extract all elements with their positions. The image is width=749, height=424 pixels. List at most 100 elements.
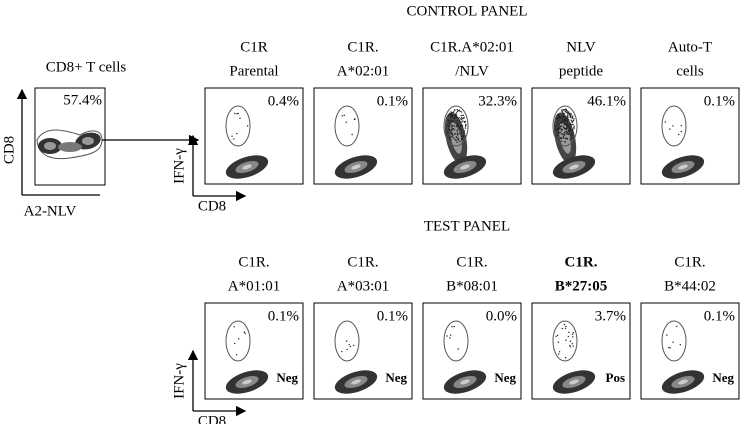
event-dot	[572, 336, 574, 338]
sample-label: /NLV	[455, 63, 489, 79]
event-dot	[560, 133, 563, 135]
event-dot	[448, 122, 451, 125]
event-dot	[672, 125, 674, 127]
gate	[443, 320, 469, 362]
event-dot	[573, 118, 575, 120]
percent: 0.4%	[268, 93, 299, 109]
event-dot	[451, 325, 453, 328]
event-dot	[454, 109, 456, 111]
event-dot	[558, 124, 560, 126]
event-dot	[569, 138, 571, 141]
source-percent: 57.4%	[63, 92, 102, 108]
event-dot	[462, 114, 464, 117]
event-dot	[567, 114, 569, 117]
sample-label: NLV	[566, 39, 596, 55]
event-dot	[460, 133, 462, 135]
event-dot	[234, 112, 236, 115]
event-dot	[464, 127, 467, 129]
event-dot	[453, 117, 455, 120]
source-title: CD8+ T cells	[46, 59, 127, 75]
percent: 0.1%	[704, 308, 735, 324]
event-dot	[563, 113, 566, 115]
event-dot	[560, 140, 563, 142]
event-dot	[664, 121, 666, 123]
event-dot	[666, 334, 668, 336]
event-dot	[562, 120, 565, 123]
event-dot	[556, 334, 559, 337]
event-dot	[460, 115, 462, 117]
event-dot	[453, 111, 455, 113]
event-dot	[569, 128, 571, 130]
sample-label: B*08:01	[446, 278, 498, 294]
panel-title: CONTROL PANEL	[407, 3, 528, 19]
event-dot	[566, 117, 568, 120]
event-dot	[566, 131, 568, 134]
event-dot	[560, 137, 562, 139]
event-dot	[451, 113, 453, 116]
sample-label: cells	[676, 63, 704, 79]
event-dot	[572, 119, 575, 121]
event-dot	[452, 127, 455, 130]
event-dot	[557, 119, 559, 121]
event-dot	[562, 135, 565, 138]
sample-label: Auto-T	[668, 39, 712, 55]
event-dot	[564, 110, 566, 112]
percent: 0.1%	[704, 93, 735, 109]
event-dot	[231, 135, 233, 137]
event-dot	[460, 118, 463, 121]
event-dot	[565, 122, 568, 125]
result: Pos	[606, 370, 626, 385]
sample-label: A*03:01	[337, 278, 390, 294]
event-dot	[459, 121, 461, 123]
event-dot	[571, 120, 573, 122]
event-dot	[463, 130, 466, 132]
gate	[443, 105, 469, 147]
event-dot	[569, 340, 572, 343]
event-dot	[447, 128, 450, 131]
negative-population	[460, 379, 470, 385]
event-dot	[558, 353, 560, 355]
event-dot	[563, 137, 565, 139]
sample-label: C1R.	[238, 254, 269, 270]
event-dot	[570, 113, 572, 116]
event-dot	[465, 123, 467, 126]
plot-content	[661, 105, 705, 179]
gate	[334, 105, 360, 147]
event-dot	[237, 112, 239, 115]
event-dot	[238, 338, 240, 340]
event-dot	[451, 128, 453, 131]
event-dot	[233, 326, 235, 328]
event-dot	[571, 121, 573, 124]
percent: 0.1%	[268, 308, 299, 324]
event-dot	[453, 120, 455, 122]
percent: 0.1%	[377, 308, 408, 324]
event-dot	[567, 335, 570, 338]
event-dot	[450, 130, 452, 132]
event-dot	[564, 115, 567, 118]
event-dot	[451, 126, 453, 128]
panel-title: TEST PANEL	[424, 218, 510, 234]
event-dot	[556, 127, 559, 130]
event-dot	[559, 115, 561, 118]
event-dot	[567, 133, 569, 136]
percent: 46.1%	[587, 93, 626, 109]
gate	[661, 320, 687, 362]
event-dot	[676, 325, 678, 328]
event-dot	[233, 342, 236, 345]
event-dot	[557, 130, 559, 133]
sample-label: A*02:01	[337, 63, 390, 79]
event-dot	[570, 112, 572, 115]
event-dot	[679, 343, 681, 346]
event-dot	[459, 128, 462, 130]
event-dot	[455, 136, 457, 139]
event-dot	[561, 111, 564, 113]
event-dot	[239, 117, 241, 120]
gate	[552, 105, 578, 147]
event-dot	[464, 125, 467, 128]
sample-label: C1R.	[347, 39, 378, 55]
event-dot	[447, 119, 449, 121]
event-dot	[557, 129, 559, 131]
sample-label: C1R.	[674, 254, 705, 270]
